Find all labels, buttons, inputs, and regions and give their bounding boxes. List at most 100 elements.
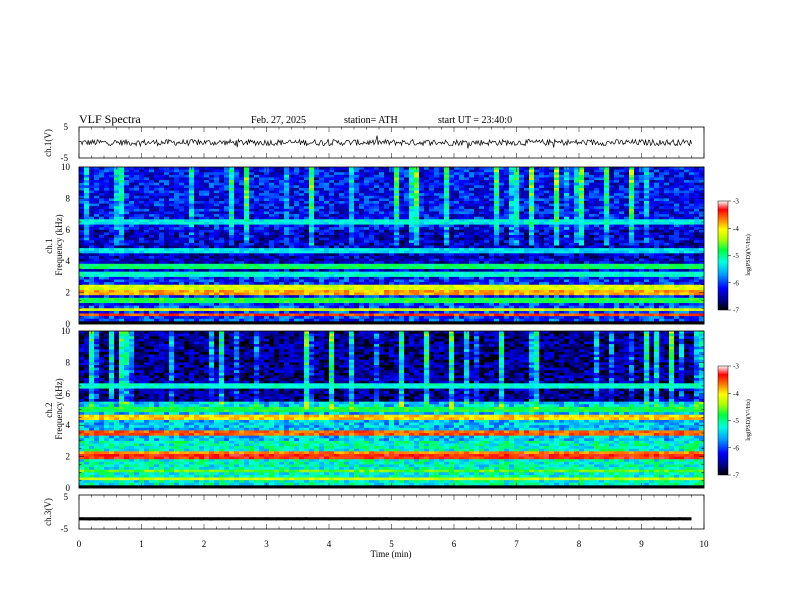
spectrogram-cell (629, 258, 635, 262)
spectrogram-cell (209, 169, 215, 173)
spectrogram-cell (344, 263, 350, 267)
spectrogram-cell (674, 214, 680, 218)
spectrogram-cell (234, 242, 240, 246)
spectrogram-cell (124, 195, 130, 199)
spectrogram-cell (264, 248, 270, 252)
spectrogram-cell (329, 235, 335, 239)
spectrogram-cell (619, 174, 625, 178)
spectrogram-cell (559, 216, 565, 220)
spectrogram-cell (479, 206, 485, 210)
spectrogram-cell (239, 266, 245, 270)
spectrogram-cell (109, 237, 115, 241)
spectrogram-cell (114, 198, 120, 202)
spectrogram-cell (519, 182, 525, 186)
spectrogram-cell (459, 237, 465, 241)
spectrogram-cell (259, 216, 265, 220)
spectrogram-cell (154, 203, 160, 207)
spectrogram-cell (119, 190, 125, 194)
spectrogram-cell (434, 253, 440, 257)
spectrogram-cell (209, 266, 215, 270)
spectrogram-cell (439, 177, 445, 181)
spectrogram-cell (84, 180, 90, 184)
spectrogram-cell (329, 208, 335, 212)
spectrogram-cell (639, 248, 645, 252)
spectrogram-cell (299, 224, 305, 228)
spectrogram-cell (689, 206, 695, 210)
spectrogram-cell (289, 211, 295, 215)
spectrogram-cell (419, 214, 425, 218)
spectrogram-cell (624, 258, 630, 262)
spectrogram-cell (669, 198, 675, 202)
spectrogram-cell (569, 263, 575, 267)
spectrogram-cell (404, 227, 410, 231)
spectrogram-cell (109, 263, 115, 267)
spectrogram-cell (489, 235, 495, 239)
spectrogram-cell (129, 227, 135, 231)
spectrogram-cell (204, 211, 210, 215)
spectrogram-cell (284, 227, 290, 231)
spectrogram-cell (634, 250, 640, 254)
spectrogram-cell (554, 174, 560, 178)
spectrogram-cell (349, 177, 355, 181)
spectrogram-cell (329, 258, 335, 262)
spectrogram-cell (629, 193, 635, 197)
spectrogram-cell (179, 255, 185, 259)
spectrogram-cell (344, 177, 350, 181)
spectrogram-cell (394, 245, 400, 249)
spectrogram-cell (474, 206, 480, 210)
spectrogram-cell (284, 193, 290, 197)
spectrogram-cell (649, 266, 655, 270)
spectrogram-cell (554, 198, 560, 202)
spectrogram-cell (484, 253, 490, 257)
spectrogram-cell (459, 229, 465, 233)
spectrogram-cell (634, 237, 640, 241)
spectrogram-cell (219, 198, 225, 202)
spectrogram-cell (334, 250, 340, 254)
spectrogram-cell (689, 201, 695, 205)
spectrogram-cell (309, 206, 315, 210)
spectrogram-cell (674, 198, 680, 202)
spectrogram-cell (209, 245, 215, 249)
spectrogram-cell (124, 190, 130, 194)
spectrogram-cell (634, 248, 640, 252)
spectrogram-cell (434, 229, 440, 233)
spectrogram-cell (169, 201, 175, 205)
spectrogram-cell (344, 240, 350, 244)
spectrogram-cell (149, 250, 155, 254)
spectrogram-cell (404, 216, 410, 220)
spectrogram-cell (179, 198, 185, 202)
spectrogram-cell (444, 266, 450, 270)
spectrogram-cell (674, 255, 680, 259)
spectrogram-cell (374, 261, 380, 265)
spectrogram-cell (634, 214, 640, 218)
spectrogram-cell (444, 201, 450, 205)
spectrogram-cell (594, 245, 600, 249)
spectrogram-cell (589, 198, 595, 202)
spectrogram-cell (114, 224, 120, 228)
spectrogram-cell (234, 182, 240, 186)
spectrogram-cell (554, 258, 560, 262)
spectrogram-cell (399, 177, 405, 181)
spectrogram-cell (349, 211, 355, 215)
spectrogram-cell (104, 169, 110, 173)
spectrogram-cell (569, 182, 575, 186)
spectrogram-cell (594, 185, 600, 189)
spectrogram-cell (484, 187, 490, 191)
ch1-ytick-bottom: -5 (61, 153, 69, 163)
spectrogram-cell (694, 266, 700, 270)
spectrogram-cell (674, 266, 680, 270)
spectrogram-cell (649, 227, 655, 231)
spectrogram-cell (674, 206, 680, 210)
spectrogram-cell (394, 237, 400, 241)
spectrogram-cell (229, 201, 235, 205)
spectrogram-cell (204, 201, 210, 205)
spectrogram-cell (529, 182, 535, 186)
spectrogram-cell (294, 232, 300, 236)
spectrogram-cell (359, 248, 365, 252)
spectrogram-cell (284, 185, 290, 189)
spectrogram-cell (214, 250, 220, 254)
spectrogram-cell (319, 221, 325, 225)
spectrogram-cell (354, 174, 360, 178)
spectrogram-cell (89, 224, 95, 228)
spectrogram-cell (94, 198, 100, 202)
